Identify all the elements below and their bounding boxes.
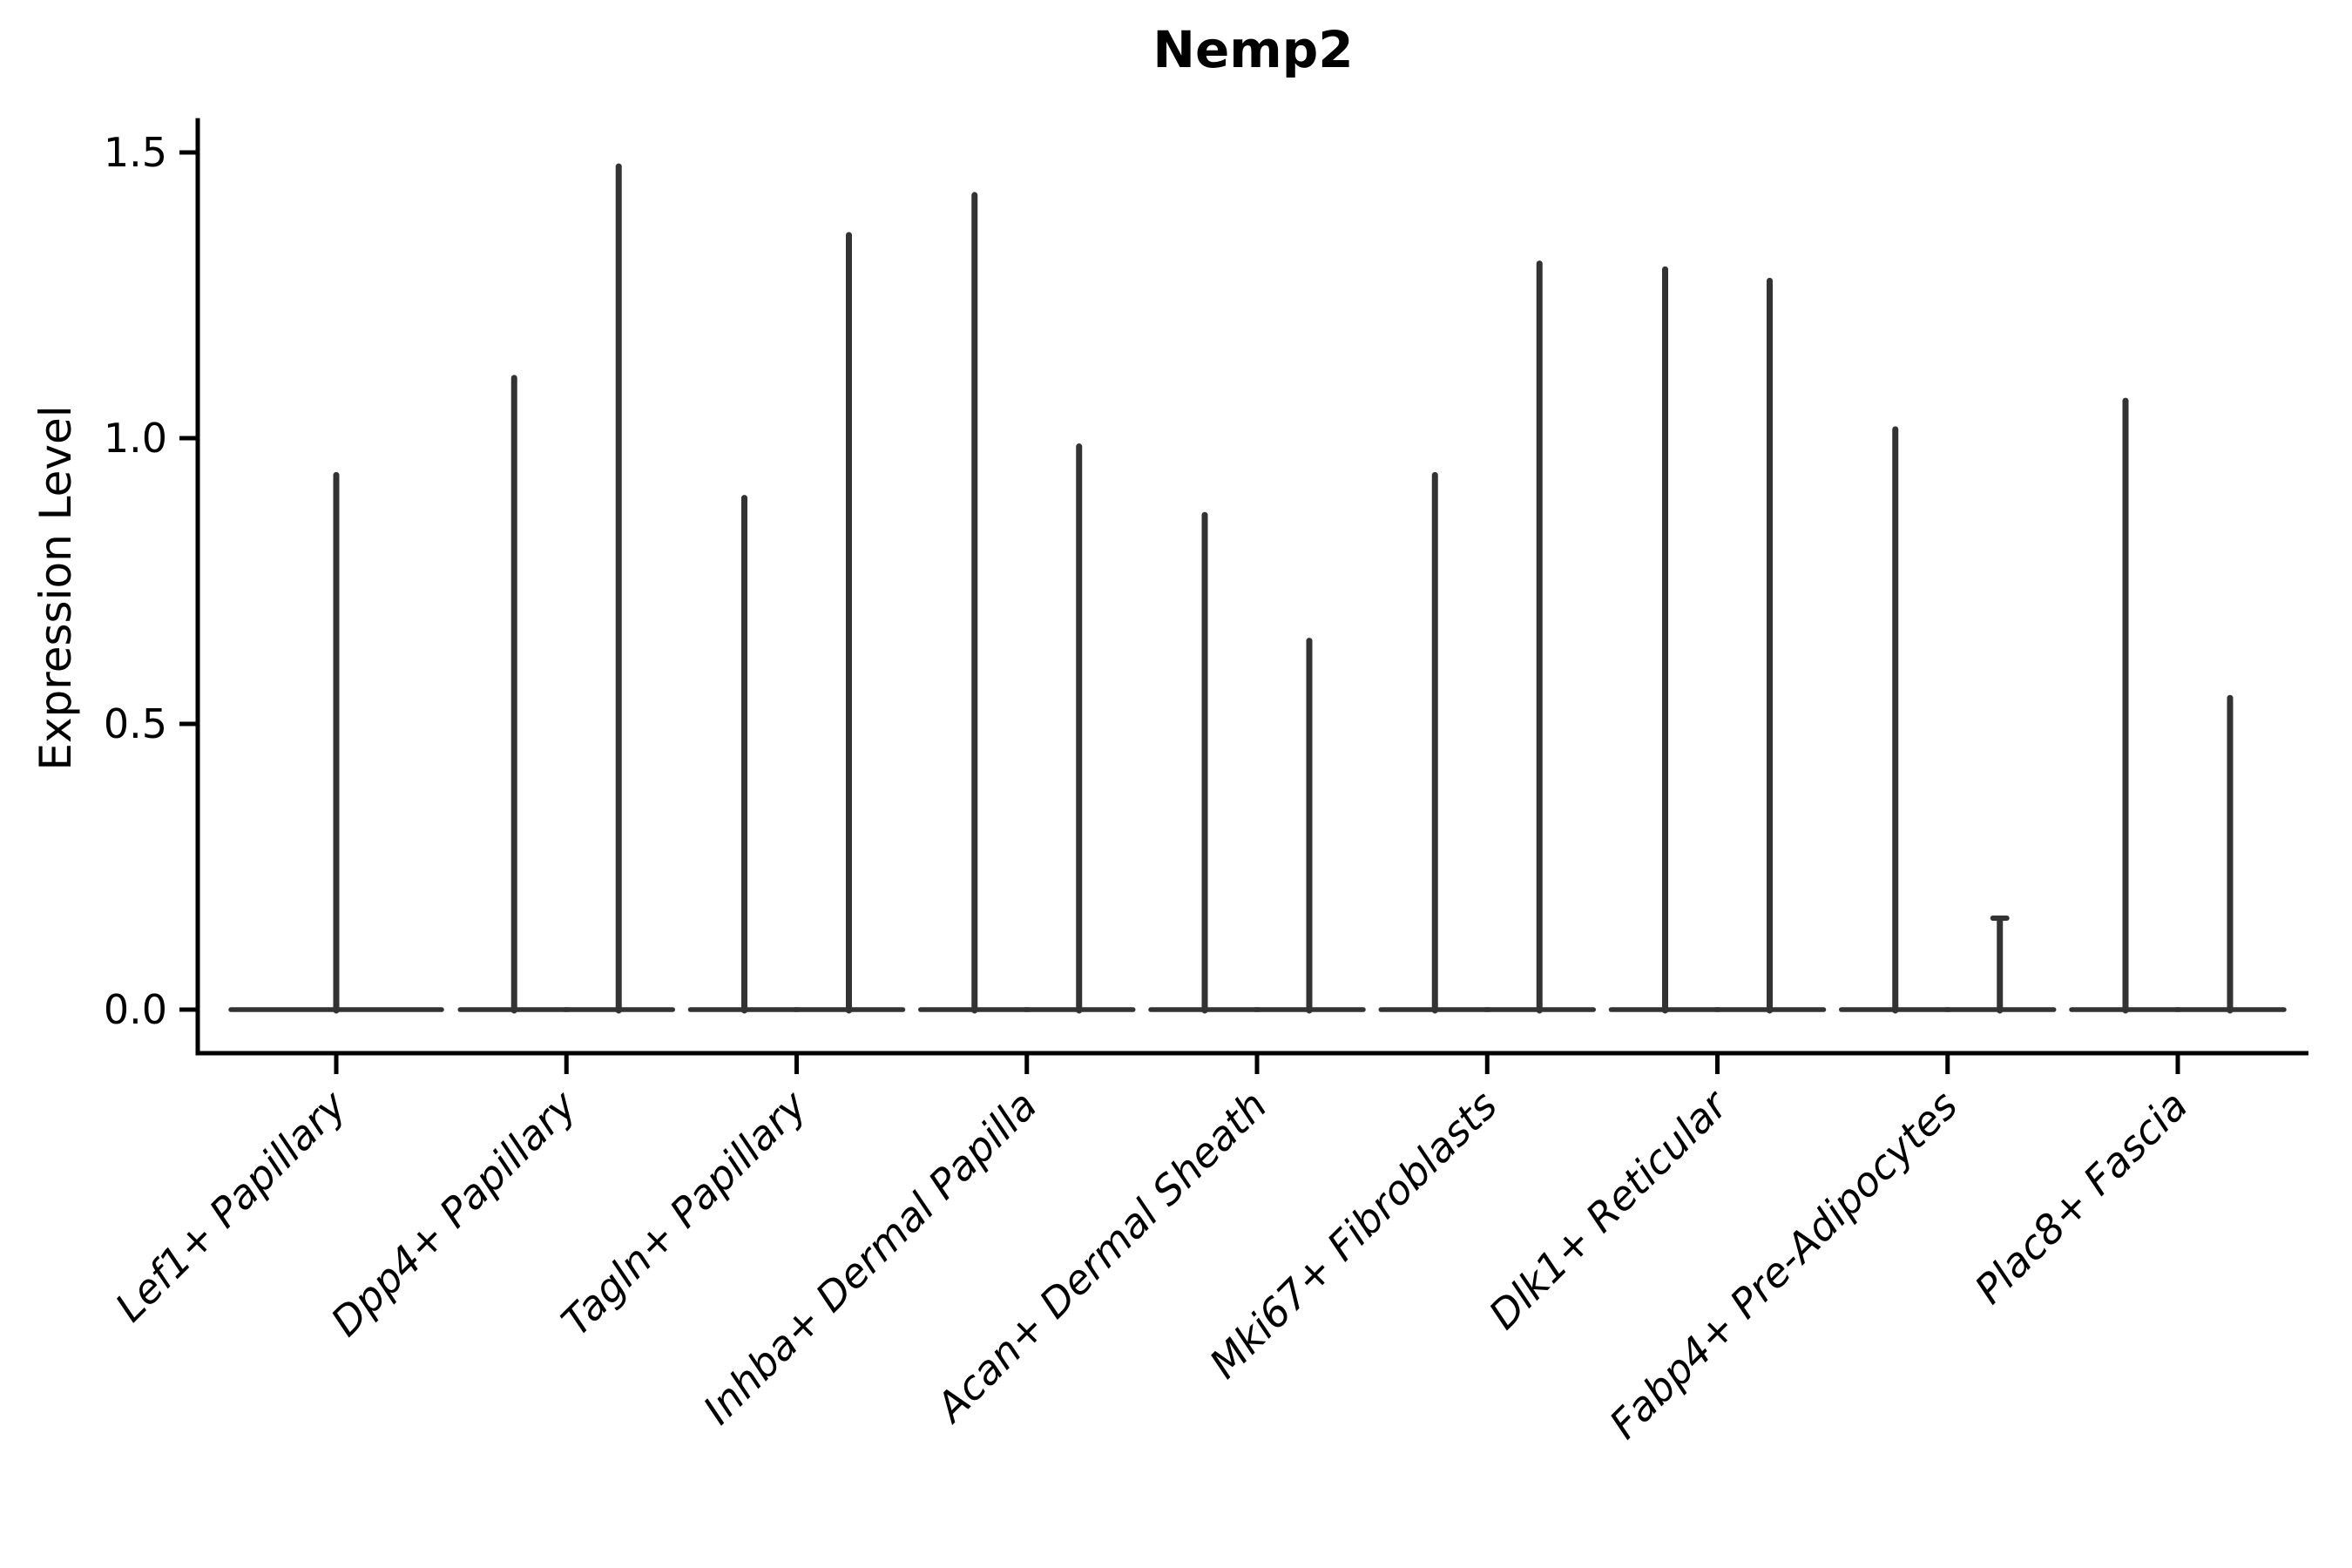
x-tick-label: Dlk1+ Reticular xyxy=(1480,1079,1739,1338)
x-tick-label: Dpp4+ Papillary xyxy=(321,1081,585,1345)
x-tick-label: Tagln+ Papillary xyxy=(552,1081,816,1345)
y-tick-label: 0.5 xyxy=(104,700,167,747)
y-tick-label: 1.0 xyxy=(104,415,167,462)
plot-title: Nemp2 xyxy=(1152,20,1354,79)
y-tick-label: 0.0 xyxy=(104,986,167,1033)
x-tick-label: Plac8+ Fascia xyxy=(1965,1082,2196,1313)
x-tick-label: Lef1+ Papillary xyxy=(106,1081,355,1330)
y-tick-label: 1.5 xyxy=(104,129,167,176)
